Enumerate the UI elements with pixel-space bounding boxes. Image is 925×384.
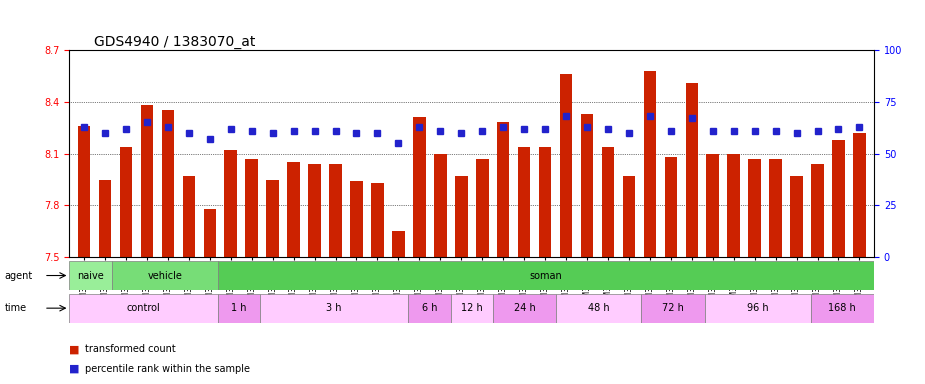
- Bar: [581, 114, 593, 257]
- Text: GDS4940 / 1383070_at: GDS4940 / 1383070_at: [93, 35, 255, 49]
- Text: 48 h: 48 h: [588, 303, 610, 313]
- Bar: [204, 209, 216, 257]
- Text: vehicle: vehicle: [147, 270, 182, 281]
- Text: 12 h: 12 h: [461, 303, 483, 313]
- Bar: [557, 294, 641, 323]
- Text: time: time: [5, 303, 27, 313]
- Bar: [705, 294, 810, 323]
- Text: 96 h: 96 h: [746, 303, 769, 313]
- Bar: [707, 154, 719, 257]
- Text: ■: ■: [69, 364, 80, 374]
- Text: transformed count: transformed count: [85, 344, 176, 354]
- Bar: [644, 71, 656, 257]
- Bar: [450, 294, 493, 323]
- Bar: [434, 154, 447, 257]
- Bar: [217, 294, 260, 323]
- Text: agent: agent: [5, 271, 33, 281]
- Bar: [112, 261, 217, 290]
- Text: naive: naive: [77, 270, 104, 281]
- Bar: [770, 159, 782, 257]
- Text: percentile rank within the sample: percentile rank within the sample: [85, 364, 250, 374]
- Text: 3 h: 3 h: [327, 303, 342, 313]
- Bar: [811, 164, 824, 257]
- Bar: [260, 294, 408, 323]
- Bar: [217, 261, 874, 290]
- Bar: [162, 110, 174, 257]
- Bar: [308, 164, 321, 257]
- Bar: [727, 154, 740, 257]
- Text: 72 h: 72 h: [662, 303, 684, 313]
- Bar: [853, 133, 866, 257]
- Bar: [371, 183, 384, 257]
- Bar: [266, 179, 279, 257]
- Bar: [476, 159, 488, 257]
- Bar: [69, 294, 217, 323]
- Text: ■: ■: [69, 344, 80, 354]
- Bar: [493, 294, 557, 323]
- Bar: [141, 105, 154, 257]
- Bar: [685, 83, 698, 257]
- Bar: [351, 181, 363, 257]
- Bar: [413, 117, 426, 257]
- Bar: [623, 176, 635, 257]
- Bar: [119, 147, 132, 257]
- Bar: [664, 157, 677, 257]
- Text: control: control: [127, 303, 160, 313]
- Bar: [518, 147, 530, 257]
- Bar: [99, 179, 111, 257]
- Bar: [560, 74, 573, 257]
- Bar: [497, 122, 510, 257]
- Bar: [69, 261, 112, 290]
- Bar: [329, 164, 342, 257]
- Bar: [408, 294, 450, 323]
- Bar: [392, 231, 404, 257]
- Bar: [455, 176, 467, 257]
- Bar: [601, 147, 614, 257]
- Bar: [832, 140, 845, 257]
- Text: 168 h: 168 h: [829, 303, 857, 313]
- Bar: [182, 176, 195, 257]
- Text: soman: soman: [529, 270, 562, 281]
- Bar: [538, 147, 551, 257]
- Bar: [288, 162, 300, 257]
- Bar: [245, 159, 258, 257]
- Bar: [225, 150, 237, 257]
- Text: 6 h: 6 h: [422, 303, 438, 313]
- Bar: [641, 294, 705, 323]
- Text: 24 h: 24 h: [513, 303, 536, 313]
- Text: 1 h: 1 h: [231, 303, 247, 313]
- Bar: [78, 126, 91, 257]
- Bar: [810, 294, 874, 323]
- Bar: [790, 176, 803, 257]
- Bar: [748, 159, 761, 257]
